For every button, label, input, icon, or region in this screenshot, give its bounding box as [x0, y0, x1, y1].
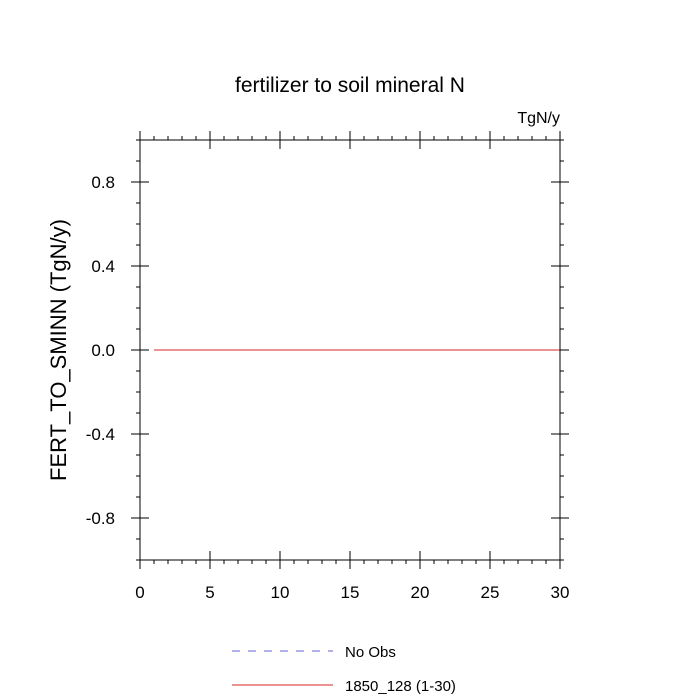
y-tick-label: -0.8 — [86, 509, 115, 528]
y-tick-label: 0.0 — [91, 341, 115, 360]
chart-title: fertilizer to soil mineral N — [235, 74, 465, 97]
minor-ticks — [136, 136, 564, 564]
units-label: TgN/y — [517, 110, 560, 127]
x-tick-label: 25 — [481, 583, 500, 602]
x-tick-label: 10 — [271, 583, 290, 602]
legend: No Obs 1850_128 (1-30) — [232, 644, 456, 695]
y-tick-labels: -0.8 -0.4 0.0 0.4 0.8 — [86, 173, 115, 528]
x-tick-label: 30 — [551, 583, 570, 602]
x-tick-labels: 0 5 10 15 20 25 30 — [135, 583, 569, 602]
y-tick-label: -0.4 — [86, 425, 115, 444]
x-tick-label: 20 — [411, 583, 430, 602]
x-tick-label: 0 — [135, 583, 144, 602]
y-tick-label: 0.8 — [91, 173, 115, 192]
y-axis-label: FERT_TO_SMINN (TgN/y) — [46, 219, 71, 481]
legend-label: 1850_128 (1-30) — [345, 678, 456, 695]
y-tick-label: 0.4 — [91, 257, 115, 276]
x-tick-label: 5 — [205, 583, 214, 602]
x-tick-label: 15 — [341, 583, 360, 602]
plot-frame — [139, 139, 561, 561]
legend-label: No Obs — [345, 644, 396, 661]
